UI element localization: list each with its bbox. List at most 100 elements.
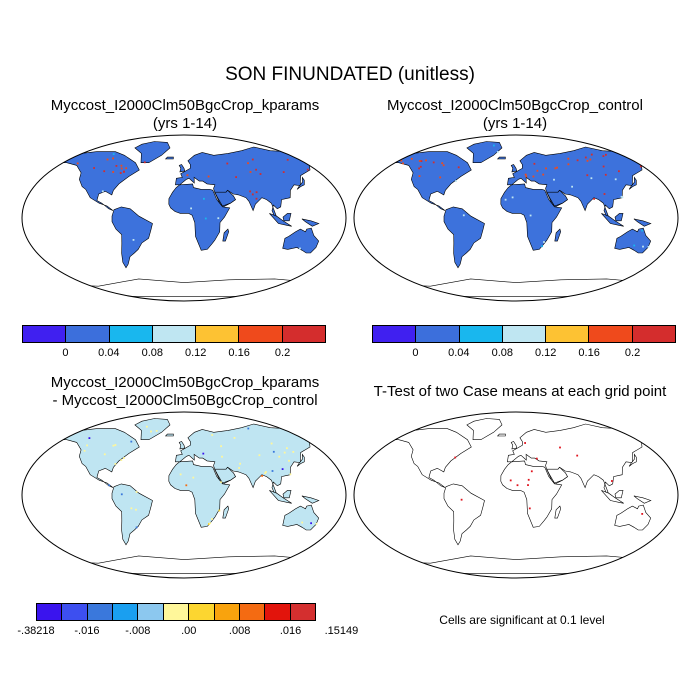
grid-cell [633,244,636,247]
colorbar-swatch [290,604,315,620]
landmass-northAmerica [54,428,140,488]
grid-cell [301,521,304,524]
grid-cell [621,196,624,199]
grid-cell [545,167,547,170]
grid-cell [135,491,138,493]
grid-cell [238,467,240,469]
grid-cell [528,507,531,510]
colorbar-swatch [416,326,460,342]
colorbar-swatch [109,326,153,342]
landmass-madagascar [554,505,562,519]
grid-cell [527,478,530,481]
colorbar-swatch [214,604,240,620]
panel-title-diff-line1: Myccost_I2000Clm50BgcCrop_kparams [50,374,320,391]
grid-cell [442,164,445,167]
colorbar-tick-label: 0.16 [228,347,250,359]
grid-cell [272,450,275,453]
colorbar-swatch [502,326,547,342]
grid-cell [86,444,88,447]
colorbar-tick-label: -.38218 [17,625,55,637]
landmass-africa [500,183,563,251]
landmass-greenland [134,141,171,163]
map-border [353,411,679,579]
grid-cell [460,498,463,501]
landmass-antarctica [52,555,318,574]
grid-cell [112,153,115,155]
landmass-northAmerica [386,428,472,488]
grid-cell [441,162,444,165]
grid-cell [120,167,123,170]
colorbar-swatch [189,604,215,620]
grid-cell [179,473,182,476]
grid-cell [249,190,251,193]
colorbar-swatch [62,604,88,620]
main-title: SON FINUNDATED (unitless) [225,64,475,85]
landmass-greenland [466,418,503,440]
landmass-uk [178,441,186,450]
grid-cell [247,162,249,165]
landmass-australia [282,504,320,531]
colorbar-diff-labels: -.38218 -.016 -.008 .00 .008 .016 .15149 [17,625,358,639]
grid-cell [83,449,86,452]
grid-cell [93,167,95,169]
panel-title-kparams: Myccost_I2000Clm50BgcCrop_kparams (yrs 1… [15,97,355,133]
grid-cell [647,245,650,248]
grid-cell [211,434,214,436]
grid-cell [103,170,106,173]
grid-cell [76,162,79,165]
grid-cell [418,160,421,162]
grid-cell [120,493,123,496]
landmass-africa [500,460,563,528]
landmass-southAmerica [111,206,153,269]
landmass-japan [296,453,305,467]
colorbar-tick-label: 0.12 [184,347,207,359]
landmass-madagascar [554,228,562,242]
map-svg [21,134,347,302]
grid-cell [220,481,222,484]
landmass-iceland [496,433,506,437]
grid-cell [589,158,592,161]
panel-title-kparams-line1: Myccost_I2000Clm50BgcCrop_kparams [50,97,320,114]
landmass-uk [178,164,186,173]
colorbar-swatch [196,326,240,342]
grid-cell [261,475,263,477]
grid-cell [259,173,262,175]
colorbar-tick-label: 0.04 [98,347,120,359]
grid-cell [115,165,118,167]
grid-cell [439,176,442,179]
grid-cell [146,425,148,428]
grid-cell [455,180,457,182]
grid-cell [576,454,579,457]
grid-cell [400,155,403,158]
landmass-australia [614,227,652,254]
colorbar-swatch [138,604,164,620]
grid-cell [251,158,254,161]
landmass-antarctica [384,278,650,297]
grid-cell [255,197,258,200]
grid-cell [288,459,290,462]
grid-cell [123,170,125,173]
colorbar-control: 0 0.04 0.08 0.12 0.16 0.2 [372,325,676,359]
landmass-uk [510,441,518,450]
grid-cell [310,522,312,525]
grid-cell [190,207,192,210]
map-svg [353,411,679,579]
grid-cell [192,476,195,479]
grid-cell [525,175,528,178]
landmass-iceland [164,433,174,437]
grid-cell [642,435,644,438]
grid-cell [255,168,257,171]
grid-cell [123,457,125,459]
grid-cell [258,454,261,457]
grid-cell [208,523,210,525]
colorbar-swatch [282,326,325,342]
grid-cell [541,245,543,248]
grid-cell [218,509,221,512]
map-svg [21,411,347,579]
grid-cell [143,161,146,164]
landmass-borneo [614,213,624,222]
grid-cell [306,168,309,171]
landmass-indonesia [601,213,624,227]
grid-cell [251,193,254,196]
grid-cell [532,175,535,178]
